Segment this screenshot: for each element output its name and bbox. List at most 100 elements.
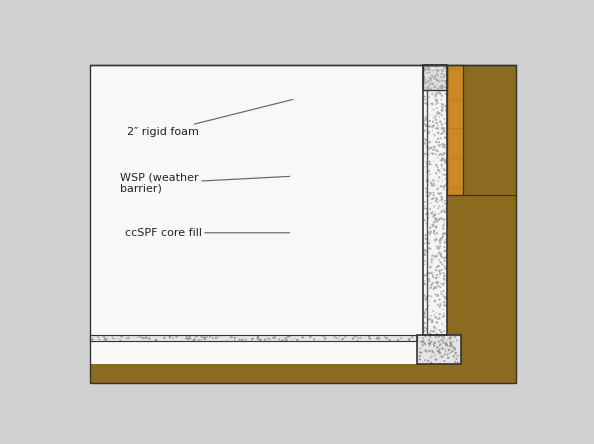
- Point: [320, 335, 330, 342]
- Point: [441, 131, 451, 138]
- Point: [181, 334, 191, 341]
- Point: [440, 277, 449, 284]
- Point: [420, 76, 429, 83]
- Point: [441, 204, 451, 211]
- Point: [422, 325, 431, 332]
- Point: [434, 139, 444, 146]
- Point: [248, 335, 258, 342]
- Point: [425, 340, 434, 347]
- Point: [430, 253, 440, 260]
- Point: [451, 358, 460, 365]
- Point: [420, 120, 429, 127]
- Point: [420, 73, 429, 80]
- Point: [440, 144, 449, 151]
- Point: [420, 319, 429, 326]
- Point: [432, 326, 441, 333]
- Point: [444, 354, 453, 361]
- Point: [341, 333, 350, 341]
- Point: [429, 182, 439, 189]
- Point: [433, 291, 443, 298]
- Point: [431, 217, 440, 224]
- Point: [268, 335, 277, 342]
- Point: [434, 333, 444, 340]
- Point: [425, 205, 435, 212]
- Point: [423, 224, 432, 231]
- Point: [437, 125, 447, 132]
- Point: [424, 101, 433, 108]
- Point: [437, 107, 447, 114]
- Point: [427, 317, 437, 324]
- Point: [438, 72, 448, 79]
- Point: [431, 211, 440, 218]
- Point: [440, 78, 449, 85]
- Point: [432, 105, 442, 112]
- Point: [298, 334, 308, 341]
- Point: [438, 130, 447, 137]
- Point: [277, 337, 286, 344]
- Point: [135, 333, 145, 341]
- Point: [432, 77, 441, 84]
- Point: [451, 350, 460, 357]
- Point: [435, 270, 445, 277]
- Point: [428, 150, 438, 157]
- Point: [382, 335, 391, 342]
- Point: [424, 151, 433, 159]
- Point: [365, 335, 375, 342]
- Point: [441, 103, 450, 110]
- Point: [425, 94, 434, 101]
- Point: [430, 143, 440, 150]
- Point: [431, 215, 440, 222]
- Point: [434, 67, 443, 74]
- Point: [437, 77, 447, 84]
- Point: [429, 75, 438, 82]
- Point: [435, 215, 444, 222]
- Point: [438, 337, 447, 344]
- Point: [433, 72, 443, 79]
- Point: [206, 333, 215, 340]
- Point: [440, 69, 449, 76]
- Point: [424, 336, 434, 343]
- Point: [426, 150, 436, 157]
- Point: [426, 69, 436, 76]
- Point: [407, 333, 417, 341]
- Point: [426, 144, 436, 151]
- Point: [436, 157, 446, 164]
- Point: [424, 292, 434, 299]
- Point: [422, 64, 431, 71]
- Point: [441, 83, 450, 91]
- Point: [440, 141, 450, 148]
- Point: [451, 349, 460, 356]
- Point: [452, 337, 462, 344]
- Point: [420, 163, 429, 170]
- Point: [420, 328, 429, 335]
- Point: [422, 270, 431, 277]
- Point: [424, 77, 433, 84]
- Point: [431, 333, 441, 340]
- Point: [424, 177, 433, 184]
- Point: [440, 293, 449, 300]
- Point: [431, 67, 441, 74]
- Point: [435, 267, 444, 274]
- Point: [432, 245, 441, 252]
- Point: [427, 269, 437, 276]
- Point: [432, 119, 441, 127]
- Point: [151, 336, 160, 343]
- Point: [428, 348, 437, 355]
- Point: [437, 69, 447, 76]
- Point: [440, 247, 450, 254]
- Point: [435, 202, 444, 210]
- Point: [432, 96, 441, 103]
- Point: [428, 118, 437, 125]
- Point: [184, 335, 194, 342]
- Point: [430, 284, 440, 291]
- Point: [441, 265, 450, 272]
- Point: [433, 110, 443, 117]
- Point: [190, 333, 200, 341]
- Point: [102, 336, 111, 343]
- Point: [441, 157, 450, 164]
- Point: [421, 232, 431, 239]
- Point: [431, 224, 441, 231]
- Point: [438, 216, 447, 223]
- Point: [441, 175, 451, 182]
- Point: [437, 321, 447, 328]
